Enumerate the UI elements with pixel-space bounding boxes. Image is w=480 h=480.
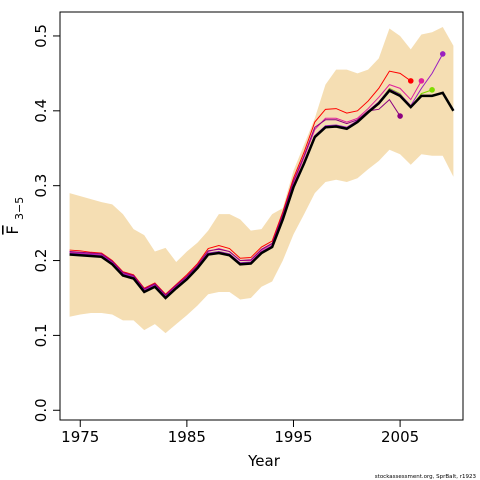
y-tick-label: 0.5 xyxy=(32,24,50,48)
y-tick-label: 0.0 xyxy=(32,398,50,422)
x-tick-label: 1995 xyxy=(274,428,312,446)
y-tick-label-group: 0.4 xyxy=(32,99,50,123)
retro-end-point xyxy=(397,113,403,119)
confidence-band xyxy=(69,26,454,334)
y-tick-label: 0.2 xyxy=(32,249,50,273)
retro-line xyxy=(69,98,401,296)
retro-end-point xyxy=(439,51,446,57)
y-axis-label-subscript: 3−5 xyxy=(13,197,26,220)
footer: stockassessment.org, SprBalt, r1923 xyxy=(375,474,477,480)
plot-frame xyxy=(59,11,464,421)
retro-line xyxy=(69,70,412,295)
x-tick-label: 2005 xyxy=(381,428,419,446)
y-tick-label-group: 0.0 xyxy=(32,398,50,422)
retro-end-point xyxy=(407,78,414,84)
retro-end-point xyxy=(418,78,425,84)
y-axis-label: F xyxy=(3,225,22,234)
x-tick-label: 1975 xyxy=(61,428,99,446)
retro-end-point xyxy=(429,87,435,93)
y-tick-label-group: 0.2 xyxy=(32,249,50,273)
y-tick-label-group: 0.1 xyxy=(32,323,50,347)
y-tick-label-group: 0.3 xyxy=(32,174,50,198)
y-axis-label-group: F 3−5 xyxy=(3,197,26,235)
y-tick-label: 0.4 xyxy=(32,99,50,123)
y-tick-label: 0.3 xyxy=(32,174,50,198)
x-axis-label: Year xyxy=(247,452,281,470)
y-tick-label-group: 0.5 xyxy=(32,24,50,48)
x-tick-label: 1985 xyxy=(168,428,206,446)
y-tick-label: 0.1 xyxy=(32,323,50,347)
main-line xyxy=(69,89,455,300)
